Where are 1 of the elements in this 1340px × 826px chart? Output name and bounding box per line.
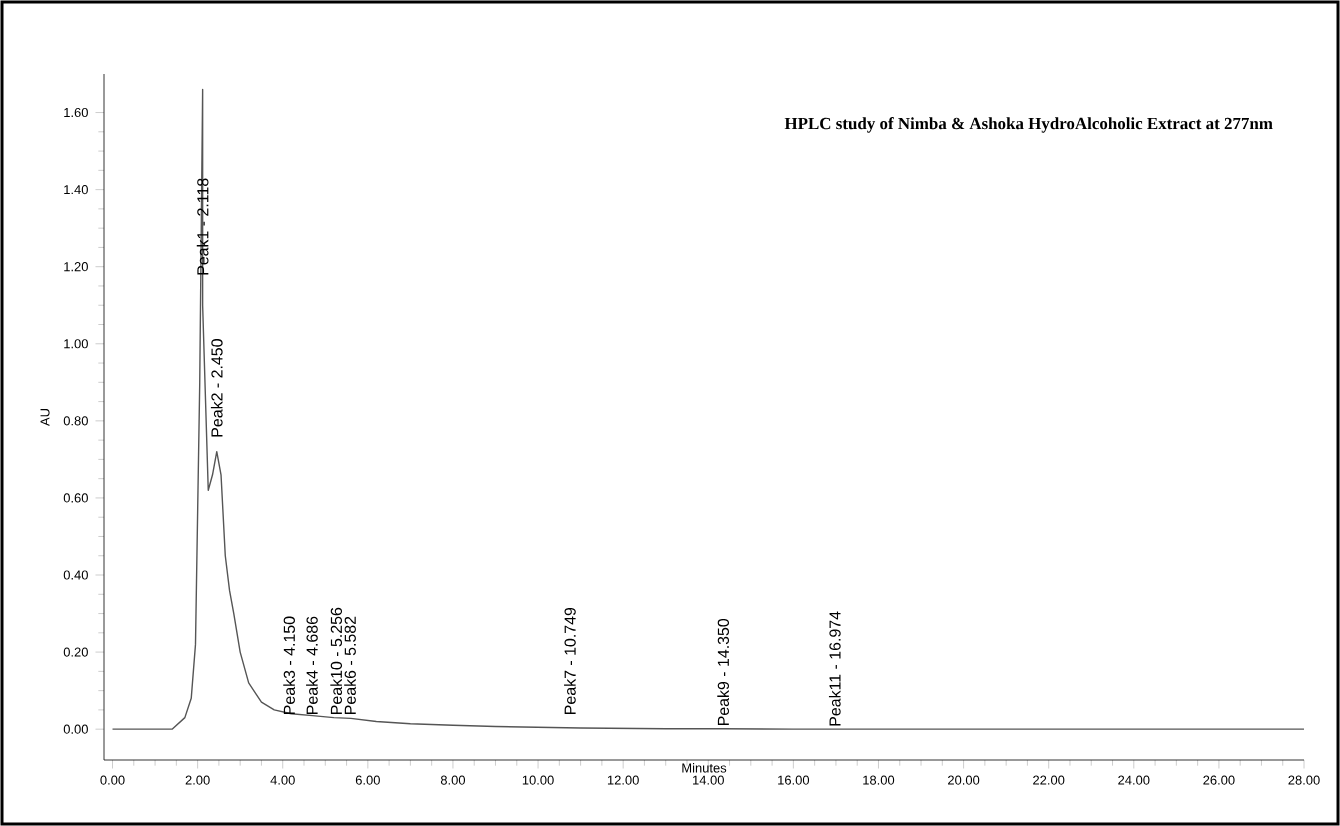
text: HPLC study of Nimba & Ashoka HydroAlcoholic Extract at 277nm <box>784 117 1273 133</box>
